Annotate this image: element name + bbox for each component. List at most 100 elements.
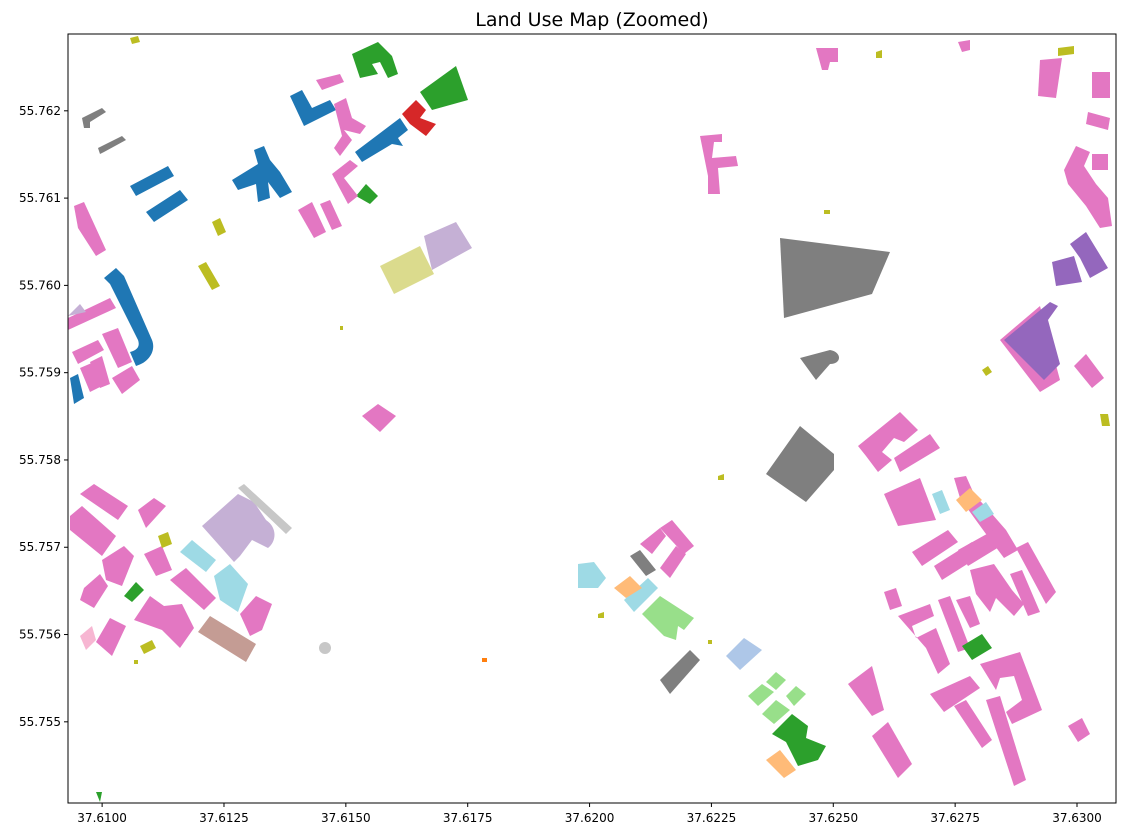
building-pink <box>90 356 110 388</box>
building-pink <box>96 618 126 656</box>
building-pink <box>102 546 134 586</box>
building-pink <box>144 546 172 576</box>
building-pink <box>68 298 116 330</box>
building-pink <box>334 98 366 156</box>
building-gray <box>630 550 656 576</box>
building-pink <box>958 40 970 52</box>
building-pink <box>970 564 1024 616</box>
y-axis: 55.755 55.756 55.757 55.758 55.759 55.760 55.7… <box>19 104 68 729</box>
map-title: Land Use Map (Zoomed) <box>475 9 708 31</box>
building-pink <box>298 202 326 238</box>
building-pink <box>1092 154 1108 170</box>
building-blue <box>146 190 188 222</box>
building-blue <box>130 166 174 196</box>
building-pink <box>240 596 272 636</box>
map-plot-area: 37.6100 37.6125 37.6150 37.6175 37.6200 37.62… <box>19 33 1117 825</box>
building-lightgreen <box>766 672 786 690</box>
building-purple <box>1070 232 1108 278</box>
building-green <box>772 714 826 766</box>
building-pink <box>320 200 342 230</box>
building-pink <box>858 412 918 472</box>
feature-olive <box>718 474 724 480</box>
building-blue <box>104 268 154 366</box>
building-blue <box>290 90 336 126</box>
building-lavender <box>202 494 275 562</box>
building-pink <box>700 134 738 194</box>
feature-olive <box>158 532 172 548</box>
feature-olive <box>212 218 226 236</box>
building-lightpink <box>80 626 96 650</box>
building-pink <box>1010 570 1040 616</box>
building-lightblue <box>726 638 762 670</box>
building-pink <box>884 478 936 526</box>
building-green <box>352 42 398 78</box>
building-pink <box>1016 542 1056 604</box>
building-pink <box>930 676 980 712</box>
building-pink <box>986 696 1026 786</box>
feature-olive <box>130 36 140 44</box>
building-gray <box>780 238 890 318</box>
building-pink <box>640 528 666 554</box>
building-pink <box>958 530 1004 566</box>
feature-olive <box>824 210 830 214</box>
building-lightgray <box>319 642 331 654</box>
building-cyan <box>624 578 658 612</box>
x-tick-label: 37.6275 <box>930 811 980 825</box>
building-cyan <box>932 490 950 514</box>
building-gray <box>98 136 126 154</box>
building-green <box>96 792 102 802</box>
building-peach <box>956 488 982 512</box>
y-tick-label: 55.756 <box>19 628 61 642</box>
building-pink <box>1086 112 1110 130</box>
building-purple <box>1052 256 1082 286</box>
building-lightgreen <box>762 700 790 724</box>
building-pink <box>938 596 970 652</box>
x-tick-label: 37.6200 <box>565 811 615 825</box>
x-tick-label: 37.6225 <box>687 811 737 825</box>
feature-olive <box>876 50 882 58</box>
building-pink <box>894 434 940 472</box>
y-tick-label: 55.755 <box>19 715 61 729</box>
building-gray <box>660 650 700 694</box>
building-pink <box>170 568 216 610</box>
building-green <box>420 66 468 110</box>
y-tick-label: 55.759 <box>19 366 61 380</box>
building-lavender <box>424 222 472 270</box>
x-tick-label: 37.6125 <box>199 811 249 825</box>
x-tick-label: 37.6175 <box>443 811 493 825</box>
y-tick-label: 55.760 <box>19 278 61 292</box>
building-pink <box>316 74 344 90</box>
feature-olive <box>198 262 220 290</box>
building-cyan <box>972 502 994 522</box>
building-pink <box>102 328 132 368</box>
building-pink <box>898 604 950 674</box>
feature-olive <box>340 326 343 330</box>
building-lightgray <box>238 484 292 534</box>
building-blue <box>232 146 292 202</box>
building-pink <box>872 722 912 778</box>
x-tick-label: 37.6100 <box>77 811 127 825</box>
building-pink <box>1092 72 1110 98</box>
y-tick-label: 55.757 <box>19 540 61 554</box>
building-cyan <box>180 540 216 572</box>
x-tick-label: 37.6150 <box>321 811 371 825</box>
feature-olive <box>1100 414 1110 426</box>
building-pink <box>1064 146 1112 228</box>
building-brown <box>198 616 256 662</box>
building-pink <box>112 366 140 394</box>
x-axis: 37.6100 37.6125 37.6150 37.6175 37.6200 37.62… <box>77 803 1102 825</box>
feature-olive <box>598 612 604 618</box>
feature-olive <box>1058 46 1074 56</box>
building-lightgreen <box>786 686 806 706</box>
building-pink <box>980 652 1042 724</box>
feature-olive <box>982 366 992 376</box>
building-pink <box>956 596 980 628</box>
feature-olive <box>708 640 712 644</box>
building-pink <box>138 498 166 528</box>
building-pink <box>816 48 838 70</box>
building-pink <box>74 202 106 256</box>
building-blue <box>355 118 408 162</box>
building-pink <box>134 596 194 648</box>
feature-olive <box>134 660 138 664</box>
